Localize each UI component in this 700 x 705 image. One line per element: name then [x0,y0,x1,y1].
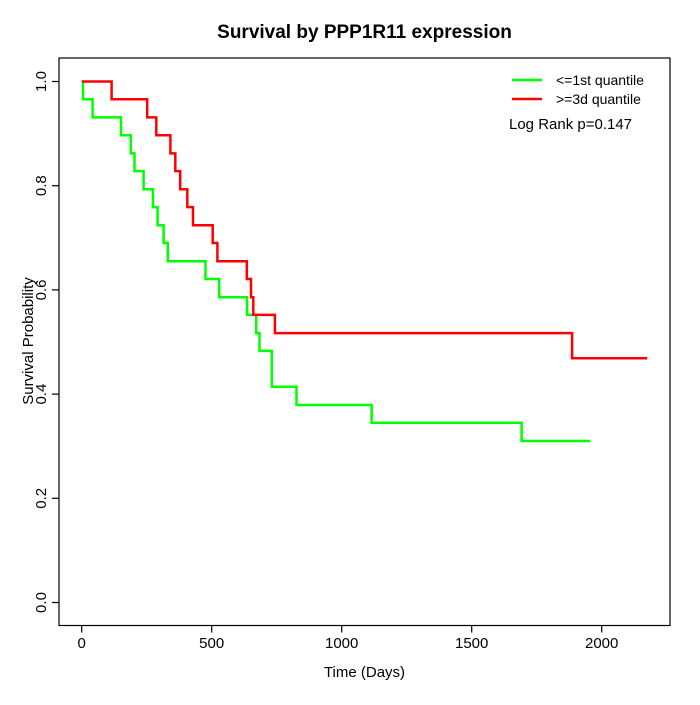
plot-border [58,57,671,627]
x-tick-label: 2000 [585,635,618,652]
y-tick-label: 0.6 [33,279,50,300]
x-axis-label: Time (Days) [324,664,405,681]
y-tick-label: 0.0 [33,592,50,613]
log-rank-annotation: Log Rank p=0.147 [509,116,632,133]
survival-curve-red [81,80,648,360]
x-tick-label: 1000 [325,635,358,652]
y-tick-label: 0.2 [33,488,50,509]
x-tick-label: 1500 [455,635,488,652]
legend-label-third-quantile: >=3d quantile [556,91,641,107]
x-tick-label: 0 [78,635,86,652]
y-tick-label: 0.4 [33,384,50,405]
y-axis-ticks: 0.0 0.2 0.4 0.6 0.8 1.0 [33,71,59,613]
survival-curves [81,80,648,443]
y-tick-label: 1.0 [33,71,50,92]
x-axis-ticks: 0 500 1000 1500 2000 [78,625,618,652]
y-tick-label: 0.8 [33,175,50,196]
legend: <=1st quantile >=3d quantile Log Rank p=… [509,72,644,133]
chart-title: Survival by PPP1R11 expression [217,22,512,43]
x-tick-label: 500 [199,635,224,652]
y-axis-label: Survival Probability [20,277,37,405]
survival-curve-green [81,80,591,443]
legend-label-first-quantile: <=1st quantile [556,72,644,88]
